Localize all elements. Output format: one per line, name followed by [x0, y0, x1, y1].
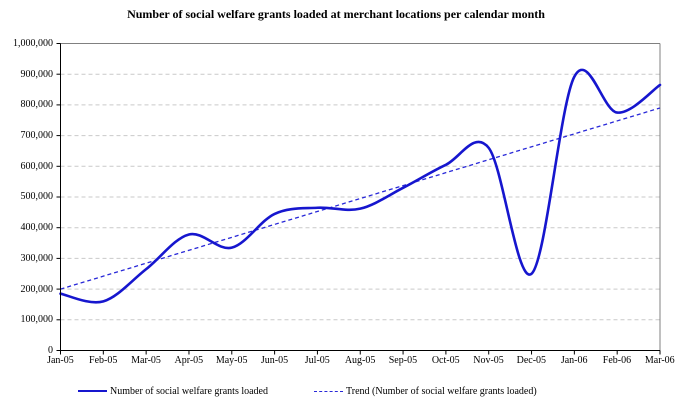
- legend-label-series: Number of social welfare grants loaded: [110, 385, 268, 397]
- y-axis-tick-label: 200,000: [20, 283, 54, 295]
- x-axis-tick-label: Jul-05: [304, 355, 330, 366]
- chart-title: Number of social welfare grants loaded a…: [127, 7, 545, 21]
- x-axis-tick-label: Aug-05: [344, 355, 376, 366]
- legend-solid-line-sample: [78, 390, 107, 392]
- x-axis-tick-label: Jun-05: [260, 355, 289, 366]
- y-axis-tick-label: 700,000: [20, 130, 54, 142]
- x-axis-tick-label: May-05: [215, 355, 248, 366]
- y-axis-tick-label: 800,000: [20, 99, 54, 111]
- legend-dashed-line-sample: [314, 390, 343, 392]
- x-axis-tick-label: Sep-05: [388, 355, 418, 366]
- y-axis-tick-label: 1,000,000: [13, 38, 53, 49]
- y-axis-tick-label: 900,000: [20, 68, 54, 80]
- x-axis-tick-label: Apr-05: [174, 355, 204, 366]
- y-axis-tick-label: 300,000: [20, 252, 54, 264]
- series-line: [59, 68, 662, 304]
- x-axis-tick-label: Feb-05: [89, 355, 118, 366]
- x-axis-tick-label: Dec-05: [516, 355, 547, 366]
- x-axis-tick-label: Mar-05: [131, 355, 161, 366]
- y-axis-tick-label: 600,000: [20, 160, 54, 172]
- x-axis-labels: Jan-05 Feb-05 Mar-05 Apr-05 May-05 Jun-0…: [39, 355, 682, 368]
- y-axis-tick-label: 400,000: [20, 222, 54, 234]
- x-axis-tick-label: Jan-06: [560, 355, 588, 366]
- y-axis-tick-label: 100,000: [20, 314, 54, 326]
- legend-item-trend: Trend (Number of social welfare grants l…: [314, 386, 537, 397]
- x-axis-tick-label: Feb-06: [602, 355, 632, 366]
- y-axis-tick-label: 0: [48, 344, 53, 356]
- legend: Number of social welfare grants loaded T…: [78, 384, 537, 398]
- x-axis-tick-label: Jan-05: [47, 355, 74, 366]
- trend-line: [60, 107, 661, 290]
- y-axis-labels: 1,000,000 900,000 800,000 700,000 600,00…: [0, 37, 53, 357]
- legend-label-trend: Trend (Number of social welfare grants l…: [346, 385, 537, 397]
- x-axis-tick-label: Nov-05: [473, 355, 504, 366]
- y-axis-tick-label: 500,000: [20, 191, 54, 203]
- x-axis-tick-label: Mar-06: [644, 355, 675, 366]
- x-axis-tick-label: Oct-05: [431, 355, 460, 366]
- legend-item-series: Number of social welfare grants loaded: [78, 386, 268, 397]
